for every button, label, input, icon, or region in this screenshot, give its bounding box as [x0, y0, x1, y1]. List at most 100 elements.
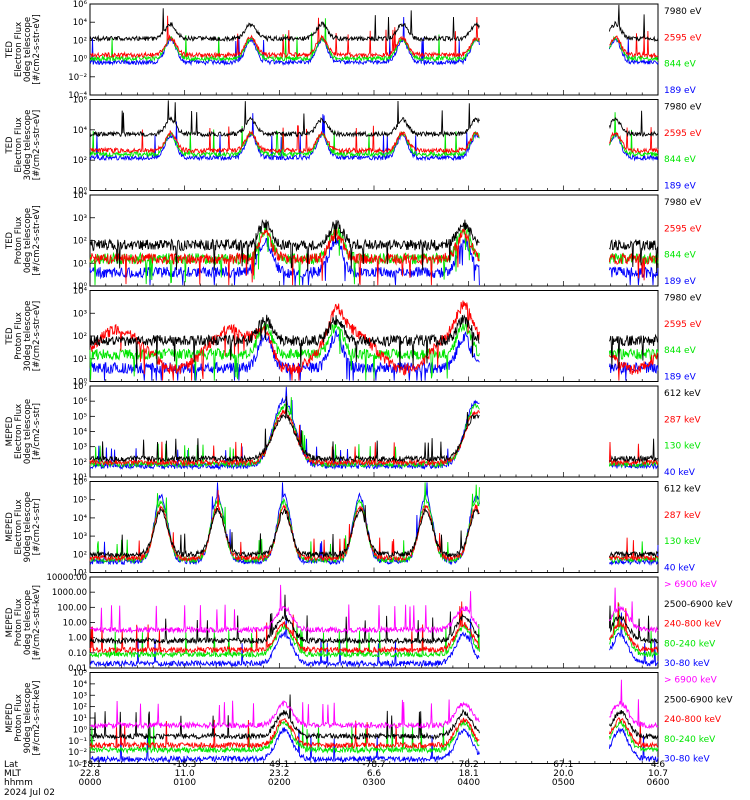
- panel-7: 0.01 0.10 1.00 10.00 100.00 1000.00 10000.00 ME…: [5, 573, 733, 674]
- x-tick-hhmm: 0100: [173, 778, 196, 788]
- y-tick-label: 0.01: [68, 664, 87, 674]
- y-tick-label: 10¹: [73, 259, 87, 269]
- panel-4: 10⁰ 10¹ 10² 10³ 10⁴ TEDProton Flux30deg teles…: [5, 287, 702, 388]
- legend-entry: 7980 eV: [664, 294, 702, 304]
- series-line: [89, 100, 659, 138]
- y-tick-label: 10⁰: [73, 282, 88, 292]
- series-line: [89, 601, 659, 655]
- y-tick-label: 10⁵: [73, 669, 87, 679]
- y-tick-label: 10⁴: [73, 680, 88, 690]
- y-tick-label: 10⁻²: [68, 73, 87, 83]
- legend-entry: > 6900 keV: [664, 676, 718, 686]
- panel-2: 10⁰ 10² 10⁴ 10⁶ TEDElectron Flux30deg telesc…: [5, 96, 702, 197]
- x-tick-mlt: 23.2: [269, 769, 289, 779]
- series-line: [89, 314, 659, 369]
- legend-entry: 844 eV: [664, 251, 697, 261]
- legend-entry: 240-800 keV: [664, 620, 722, 630]
- legend-entry: 240-800 keV: [664, 715, 722, 725]
- y-axis-label: MEPEDProton Flux90deg telescope[#/cm2-s-…: [5, 681, 42, 756]
- y-tick-label: 10⁻³: [68, 760, 87, 770]
- y-tick-label: 0.10: [68, 649, 87, 659]
- panel-frame: [89, 3, 659, 96]
- series-line: [89, 594, 659, 646]
- y-tick-label: 10²: [73, 550, 87, 560]
- y-tick-label: 10⁶: [73, 0, 88, 10]
- y-tick-label: 10¹: [73, 569, 87, 579]
- y-tick-label: 10⁰: [73, 378, 88, 388]
- series-line: [89, 408, 659, 467]
- legend-entry: 30-80 keV: [664, 755, 710, 765]
- lat-row-label: Lat: [4, 760, 19, 770]
- y-axis-label: TEDProton Flux0deg telescope[#/cm2-s-str…: [5, 205, 42, 275]
- legend-entry: 30-80 keV: [664, 659, 710, 669]
- series-line: [89, 18, 659, 63]
- legend-entry: 287 keV: [664, 511, 701, 521]
- x-tick-lat: 78.2: [459, 760, 479, 770]
- y-tick-label: 10⁶: [73, 478, 88, 488]
- series-line: [89, 726, 659, 764]
- y-tick-label: 10²: [73, 156, 87, 166]
- x-tick-lat: 4.6: [651, 760, 666, 770]
- legend-entry: 80-240 keV: [664, 735, 716, 745]
- legend-entry: 844 eV: [664, 155, 697, 165]
- y-tick-label: 10²: [73, 332, 87, 342]
- legend-entry: 7980 eV: [664, 103, 702, 113]
- x-tick-hhmm: 0600: [647, 778, 670, 788]
- legend-entry: 2595 eV: [664, 320, 702, 330]
- legend-entry: 189 eV: [664, 373, 697, 383]
- y-tick-label: 10⁻⁴: [68, 91, 87, 101]
- y-tick-label: 10²: [73, 458, 87, 468]
- panel-6: 10¹ 10² 10³ 10⁴ 10⁵ 10⁶ MEPEDElectron Flux90de…: [5, 478, 701, 579]
- legend-entry: 189 eV: [664, 277, 697, 287]
- y-axis-label: MEPEDElectron Flux0deg telescope[#/cm2-s…: [5, 399, 42, 464]
- series-line: [89, 396, 659, 464]
- series-line: [89, 717, 659, 750]
- legend-entry: 2500-6900 keV: [664, 600, 733, 610]
- hhmm-row-label: hhmm: [4, 778, 33, 788]
- legend-entry: 189 eV: [664, 86, 697, 96]
- panel-frame: [89, 481, 659, 573]
- x-tick-hhmm: 0400: [457, 778, 480, 788]
- legend-entry: 2595 eV: [664, 129, 702, 139]
- panel-5: 10¹ 10² 10³ 10⁴ 10⁵ 10⁶ 10⁷ MEPEDElectron Flux0…: [5, 382, 701, 483]
- series-line: [89, 300, 659, 381]
- y-tick-label: 10³: [73, 214, 87, 224]
- series-line: [89, 505, 659, 559]
- x-tick-lat: 49.1: [269, 760, 289, 770]
- y-tick-label: 10³: [73, 443, 87, 453]
- y-tick-label: 10¹: [73, 355, 87, 365]
- y-tick-label: 10⁷: [73, 382, 88, 392]
- x-tick-lat: 67.1: [553, 760, 573, 770]
- legend-entry: 844 eV: [664, 60, 697, 70]
- legend-entry: 612 keV: [664, 389, 701, 399]
- y-axis-label: MEPEDElectron Flux90deg telescope[#/cm2-…: [5, 492, 42, 563]
- y-tick-label: 10⁵: [73, 496, 87, 506]
- mlt-row-label: MLT: [4, 769, 22, 779]
- series-line: [89, 237, 659, 286]
- legend-entry: 2595 eV: [664, 224, 702, 234]
- y-tick-label: 10¹: [73, 714, 87, 724]
- y-axis-label: TEDElectron Flux30deg telescope[#/cm2-s-…: [5, 110, 42, 181]
- legend-entry: 287 keV: [664, 415, 701, 425]
- y-tick-label: 10000.00: [46, 573, 87, 583]
- legend-entry: 40 keV: [664, 564, 696, 574]
- x-tick-mlt: 22.8: [80, 769, 100, 779]
- series-line: [89, 603, 659, 659]
- panel-3: 10⁰ 10¹ 10² 10³ 10⁴ TEDProton Flux0deg telesc…: [5, 191, 702, 292]
- x-tick-lat: -78.7: [362, 760, 385, 770]
- series-line: [89, 694, 659, 741]
- date-label: 2024 Jul 02: [4, 788, 55, 798]
- x-tick-hhmm: 0000: [79, 778, 102, 788]
- series-line: [89, 125, 659, 155]
- legend-entry: 80-240 keV: [664, 639, 716, 649]
- y-tick-label: 10⁶: [73, 397, 88, 407]
- y-tick-label: 10⁴: [73, 287, 88, 297]
- legend-entry: 612 keV: [664, 485, 701, 495]
- x-tick-lat: -16.3: [173, 760, 196, 770]
- y-tick-label: 10⁵: [73, 412, 87, 422]
- y-axis-label: TEDProton Flux30deg telescope[#/cm2-s-st…: [5, 301, 42, 372]
- series-line: [89, 720, 659, 755]
- x-tick-mlt: 10.7: [648, 769, 668, 779]
